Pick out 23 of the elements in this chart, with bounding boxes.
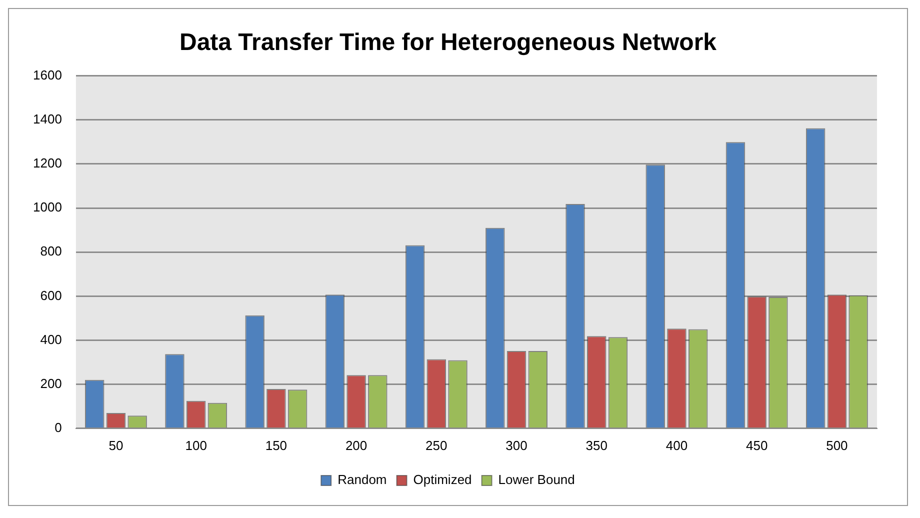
y-tick-label: 200 — [40, 376, 62, 391]
chart-title: Data Transfer Time for Heterogeneous Network — [179, 29, 718, 56]
y-tick-label: 1200 — [33, 156, 62, 171]
legend-label: Lower Bound — [498, 472, 575, 488]
x-tick-label: 100 — [185, 438, 207, 453]
y-tick-label: 0 — [54, 420, 62, 435]
x-tick-label: 150 — [265, 438, 288, 453]
y-tick-label: 800 — [40, 244, 62, 259]
x-tick-label: 200 — [345, 438, 368, 453]
x-tick-label: 50 — [108, 438, 124, 453]
legend-label: Optimized — [413, 472, 472, 488]
y-tick-label: 1000 — [33, 200, 62, 215]
x-tick-label: 450 — [746, 438, 768, 453]
y-tick-label: 1600 — [33, 67, 62, 82]
x-tick-label: 400 — [666, 438, 688, 453]
y-tick-label: 1400 — [33, 111, 62, 126]
x-tick-label: 250 — [426, 438, 448, 453]
y-tick-label: 400 — [40, 332, 62, 347]
legend-label: Random — [338, 472, 387, 488]
x-tick-label: 500 — [826, 438, 848, 453]
x-tick-label: 300 — [506, 438, 528, 453]
y-tick-label: 600 — [40, 288, 62, 303]
x-tick-label: 350 — [586, 438, 608, 453]
